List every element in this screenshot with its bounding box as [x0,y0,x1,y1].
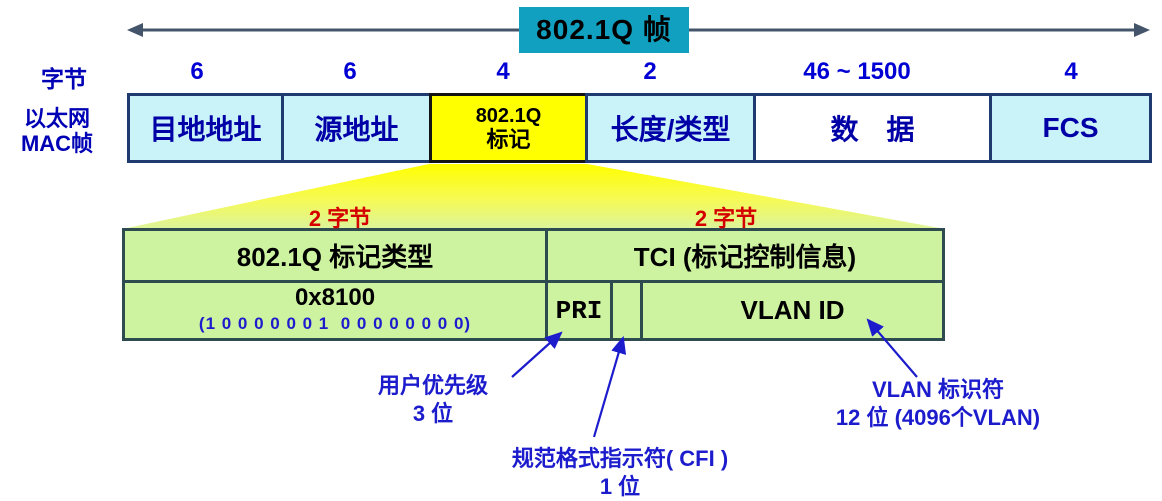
field-fcs: FCS [989,93,1152,163]
byte-count-data: 46 ~ 1500 [803,58,911,85]
vlan-id-label: VLAN ID [740,295,845,325]
field-source-address-label: 源地址 [314,114,399,145]
field-fcs-label: FCS [1042,112,1099,143]
frame-title: 802.1Q 帧 [519,7,689,53]
field-destination-address-label: 目地地址 [149,114,262,145]
field-length-type: 长度/类型 [585,93,756,163]
annotation-vlan-identifier: VLAN 标识符 12 位 (4096个VLAN) [788,376,1088,432]
field-8021q-tag-label-top: 802.1Q [475,105,542,127]
ethernet-mac-label-line2: MAC帧 [20,131,94,156]
cell-tag-type-header: 802.1Q 标记类型 [122,228,548,283]
byte-count-fcs: 4 [1064,58,1078,85]
byte-count-length-type: 2 [643,58,657,85]
arrow-to-cfi [592,335,627,438]
annotation-user-priority-line2: 3 位 [412,401,454,426]
annotation-user-priority-line1: 用户优先级 [377,373,488,398]
measure-arrowhead-right [1134,23,1150,37]
measure-arrowhead-left [127,23,143,37]
cell-pri: PRI [545,280,613,341]
byte-count-source: 6 [343,58,357,85]
tci-bytes-label: 2 字节 [694,206,758,231]
annotation-cfi: 规范格式指示符( CFI ) 1 位 [470,445,770,501]
annotation-user-priority: 用户优先级 3 位 [333,372,533,428]
tag-type-hex-value: 0x8100 [294,283,376,311]
cell-tag-type-value: 0x8100 (1 0 0 0 0 0 0 1 0 0 0 0 0 0 0 0) [122,280,548,341]
cell-cfi [610,280,643,341]
field-length-type-label: 长度/类型 [610,114,731,145]
tag-type-binary-value: (1 0 0 0 0 0 0 1 0 0 0 0 0 0 0 0) [198,313,472,333]
cell-vlan-id: VLAN ID [640,280,945,341]
tag-type-bytes-label: 2 字节 [308,206,372,231]
field-data: 数 据 [753,93,992,163]
funnel-shape [122,164,945,229]
annotation-vlan-identifier-line1: VLAN 标识符 [871,377,1004,402]
annotation-cfi-line1: 规范格式指示符( CFI ) [511,446,729,471]
annotation-vlan-identifier-line2: 12 位 (4096个VLAN) [835,405,1041,430]
field-source-address: 源地址 [281,93,432,163]
field-8021q-tag-label-bottom: 标记 [486,127,531,152]
cell-tci-header: TCI (标记控制信息) [545,228,945,283]
byte-count-destination: 6 [190,58,204,85]
pri-label: PRI [555,295,603,326]
byte-unit-label: 字节 [41,66,87,92]
cell-tag-type-header-label: 802.1Q 标记类型 [236,242,434,272]
ethernet-mac-label-line1: 以太网 [23,106,90,131]
cell-tci-header-label: TCI (标记控制信息) [633,242,857,272]
ethernet-mac-label: 以太网 MAC帧 [2,106,112,156]
byte-count-tag: 4 [496,58,510,85]
field-destination-address: 目地地址 [127,93,284,163]
field-8021q-tag: 802.1Q 标记 [429,93,588,163]
field-data-label: 数 据 [830,114,915,145]
annotation-cfi-line2: 1 位 [599,474,641,499]
